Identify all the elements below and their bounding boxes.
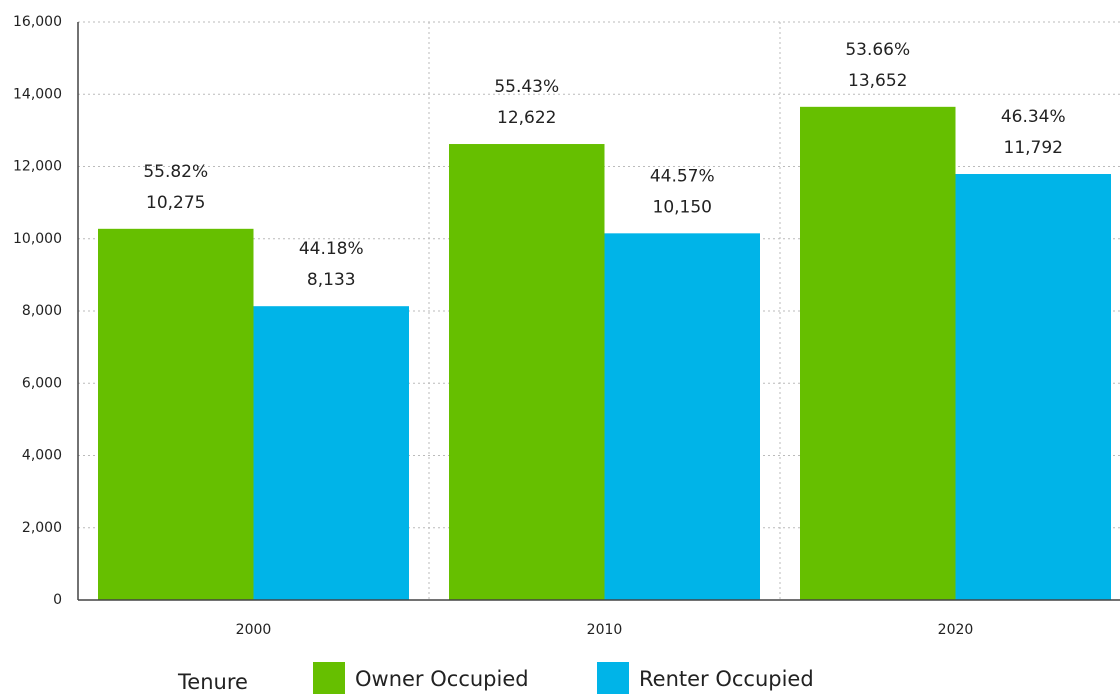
value-label: 10,275 [146, 193, 205, 213]
legend-swatch [313, 662, 345, 694]
value-label: 11,792 [1004, 138, 1063, 158]
legend-title: Tenure [177, 670, 248, 694]
y-tick-label: 12,000 [13, 159, 62, 175]
percent-label: 53.66% [845, 40, 910, 60]
percent-label: 55.82% [143, 162, 208, 182]
y-tick-label: 2,000 [22, 520, 62, 536]
y-tick-label: 0 [53, 592, 62, 608]
legend-label: Owner Occupied [355, 667, 529, 691]
y-tick-label: 10,000 [13, 231, 62, 247]
value-label: 8,133 [307, 270, 356, 290]
bar [449, 144, 605, 600]
x-tick-label: 2020 [938, 622, 974, 638]
percent-label: 46.34% [1001, 107, 1066, 127]
legend-label: Renter Occupied [639, 667, 814, 691]
bar [253, 306, 409, 600]
x-tick-label: 2000 [236, 622, 272, 638]
x-tick-label: 2010 [587, 622, 623, 638]
percent-label: 44.18% [299, 239, 364, 259]
bar [955, 174, 1111, 600]
percent-label: 44.57% [650, 166, 715, 186]
y-tick-label: 16,000 [13, 14, 62, 30]
y-tick-label: 6,000 [22, 375, 62, 391]
value-label: 10,150 [653, 197, 712, 217]
bar [800, 106, 956, 600]
value-label: 13,652 [848, 71, 907, 91]
bar [98, 228, 254, 601]
bar [604, 233, 760, 601]
percent-label: 55.43% [494, 77, 559, 97]
y-tick-label: 14,000 [13, 86, 62, 102]
y-tick-label: 4,000 [22, 448, 62, 464]
value-label: 12,622 [497, 108, 556, 128]
y-tick-label: 8,000 [22, 303, 62, 319]
legend-swatch [597, 662, 629, 694]
